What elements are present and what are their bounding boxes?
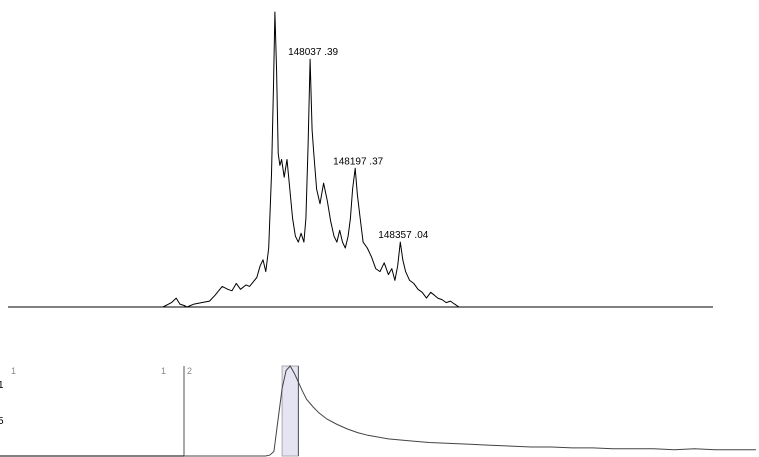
peak-label-3: 148357 .04 xyxy=(378,230,428,241)
peak-label-1: 148037 .39 xyxy=(288,47,338,58)
spectrum-trace xyxy=(162,11,480,308)
y-tick-label-5: 5 xyxy=(0,416,4,427)
deconvoluted-mass-spectrum: 148037 .39 148197 .37 148357 .04 xyxy=(8,11,713,308)
panel-number-mid: 1 xyxy=(161,366,166,376)
chromatogram-panel: 1 1 2 1 5 xyxy=(0,365,756,457)
peak-label-2: 148197 .37 xyxy=(333,156,383,167)
panel-number-right: 2 xyxy=(187,366,192,376)
y-tick-label-1: 1 xyxy=(0,380,4,391)
panel-number-left: 1 xyxy=(11,366,16,376)
chromatogram-trace xyxy=(184,365,756,457)
